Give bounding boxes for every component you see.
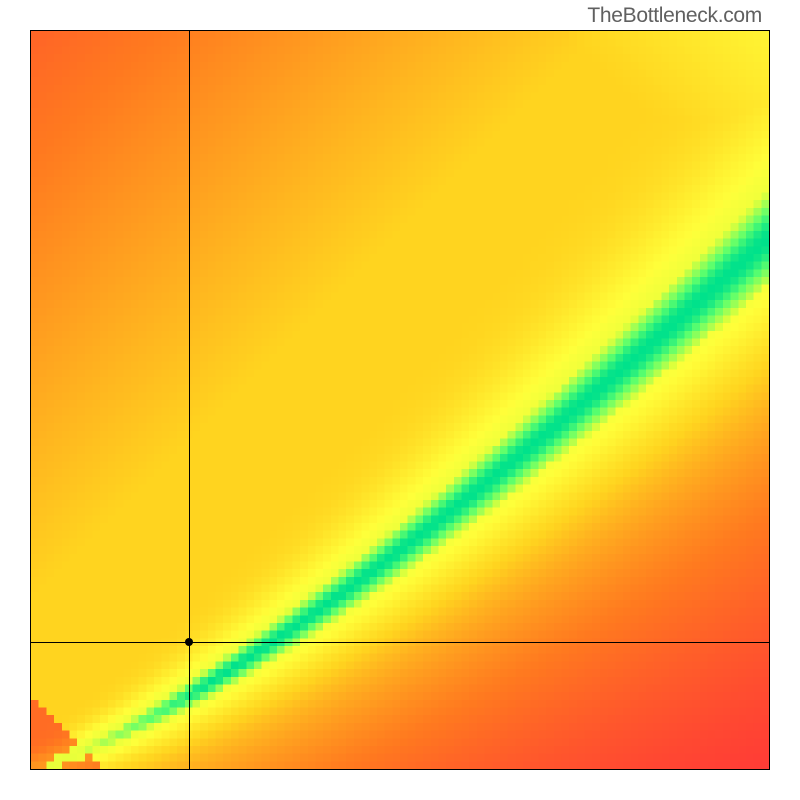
watermark-text: TheBottleneck.com xyxy=(587,4,762,28)
crosshair-horizontal xyxy=(31,642,769,643)
bottleneck-heatmap xyxy=(31,31,769,769)
crosshair-marker xyxy=(185,638,193,646)
plot-frame xyxy=(30,30,770,770)
crosshair-vertical xyxy=(189,31,190,769)
